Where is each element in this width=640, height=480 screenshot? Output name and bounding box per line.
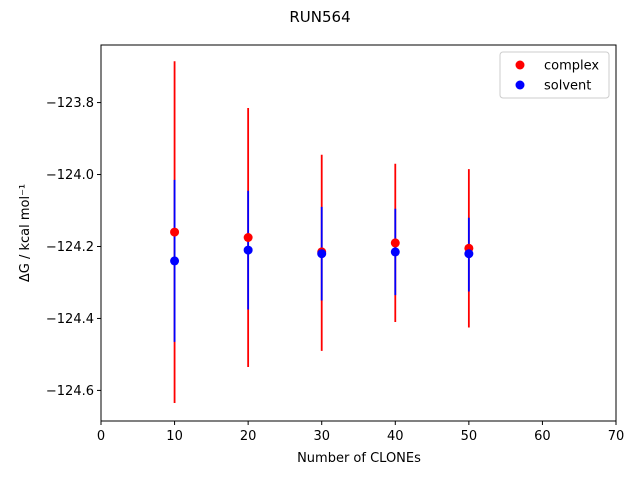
y-tick-label: −124.4	[46, 312, 94, 327]
solvent-point	[390, 247, 400, 257]
x-tick-label: 70	[608, 429, 625, 444]
solvent-point	[464, 249, 474, 259]
y-tick-label: −124.6	[46, 384, 94, 399]
solvent-point	[317, 249, 327, 259]
x-tick-label: 60	[534, 429, 551, 444]
complex-point	[390, 238, 400, 248]
legend-label-complex: complex	[544, 59, 599, 74]
x-tick-label: 20	[240, 429, 257, 444]
legend: complex solvent	[499, 51, 610, 99]
legend-box	[499, 51, 610, 99]
solvent-point	[243, 245, 253, 255]
x-tick-label: 50	[461, 429, 478, 444]
x-tick-label: 0	[97, 429, 105, 444]
chart-title: RUN564	[289, 8, 350, 26]
complex-point	[243, 232, 253, 242]
solvent-point	[170, 256, 180, 266]
legend-marker-solvent	[515, 80, 525, 90]
complex-point	[170, 227, 180, 237]
y-tick-label: −123.8	[46, 96, 94, 111]
y-tick-label: −124.2	[46, 240, 94, 255]
x-axis-title: Number of CLONEs	[297, 451, 421, 466]
legend-label-solvent: solvent	[544, 79, 591, 94]
y-tick-label: −124.0	[46, 168, 94, 183]
x-tick-label: 30	[313, 429, 330, 444]
x-tick-label: 10	[166, 429, 183, 444]
y-axis-title: ΔG / kcal mol⁻¹	[18, 184, 33, 282]
plot-frame	[100, 44, 617, 422]
x-tick-label: 40	[387, 429, 404, 444]
legend-marker-complex	[515, 60, 525, 70]
plot-area: 0 10 20 30 40 50 60 70 −124.6 −124.4 −124.2 −124.0 −…	[46, 44, 625, 444]
